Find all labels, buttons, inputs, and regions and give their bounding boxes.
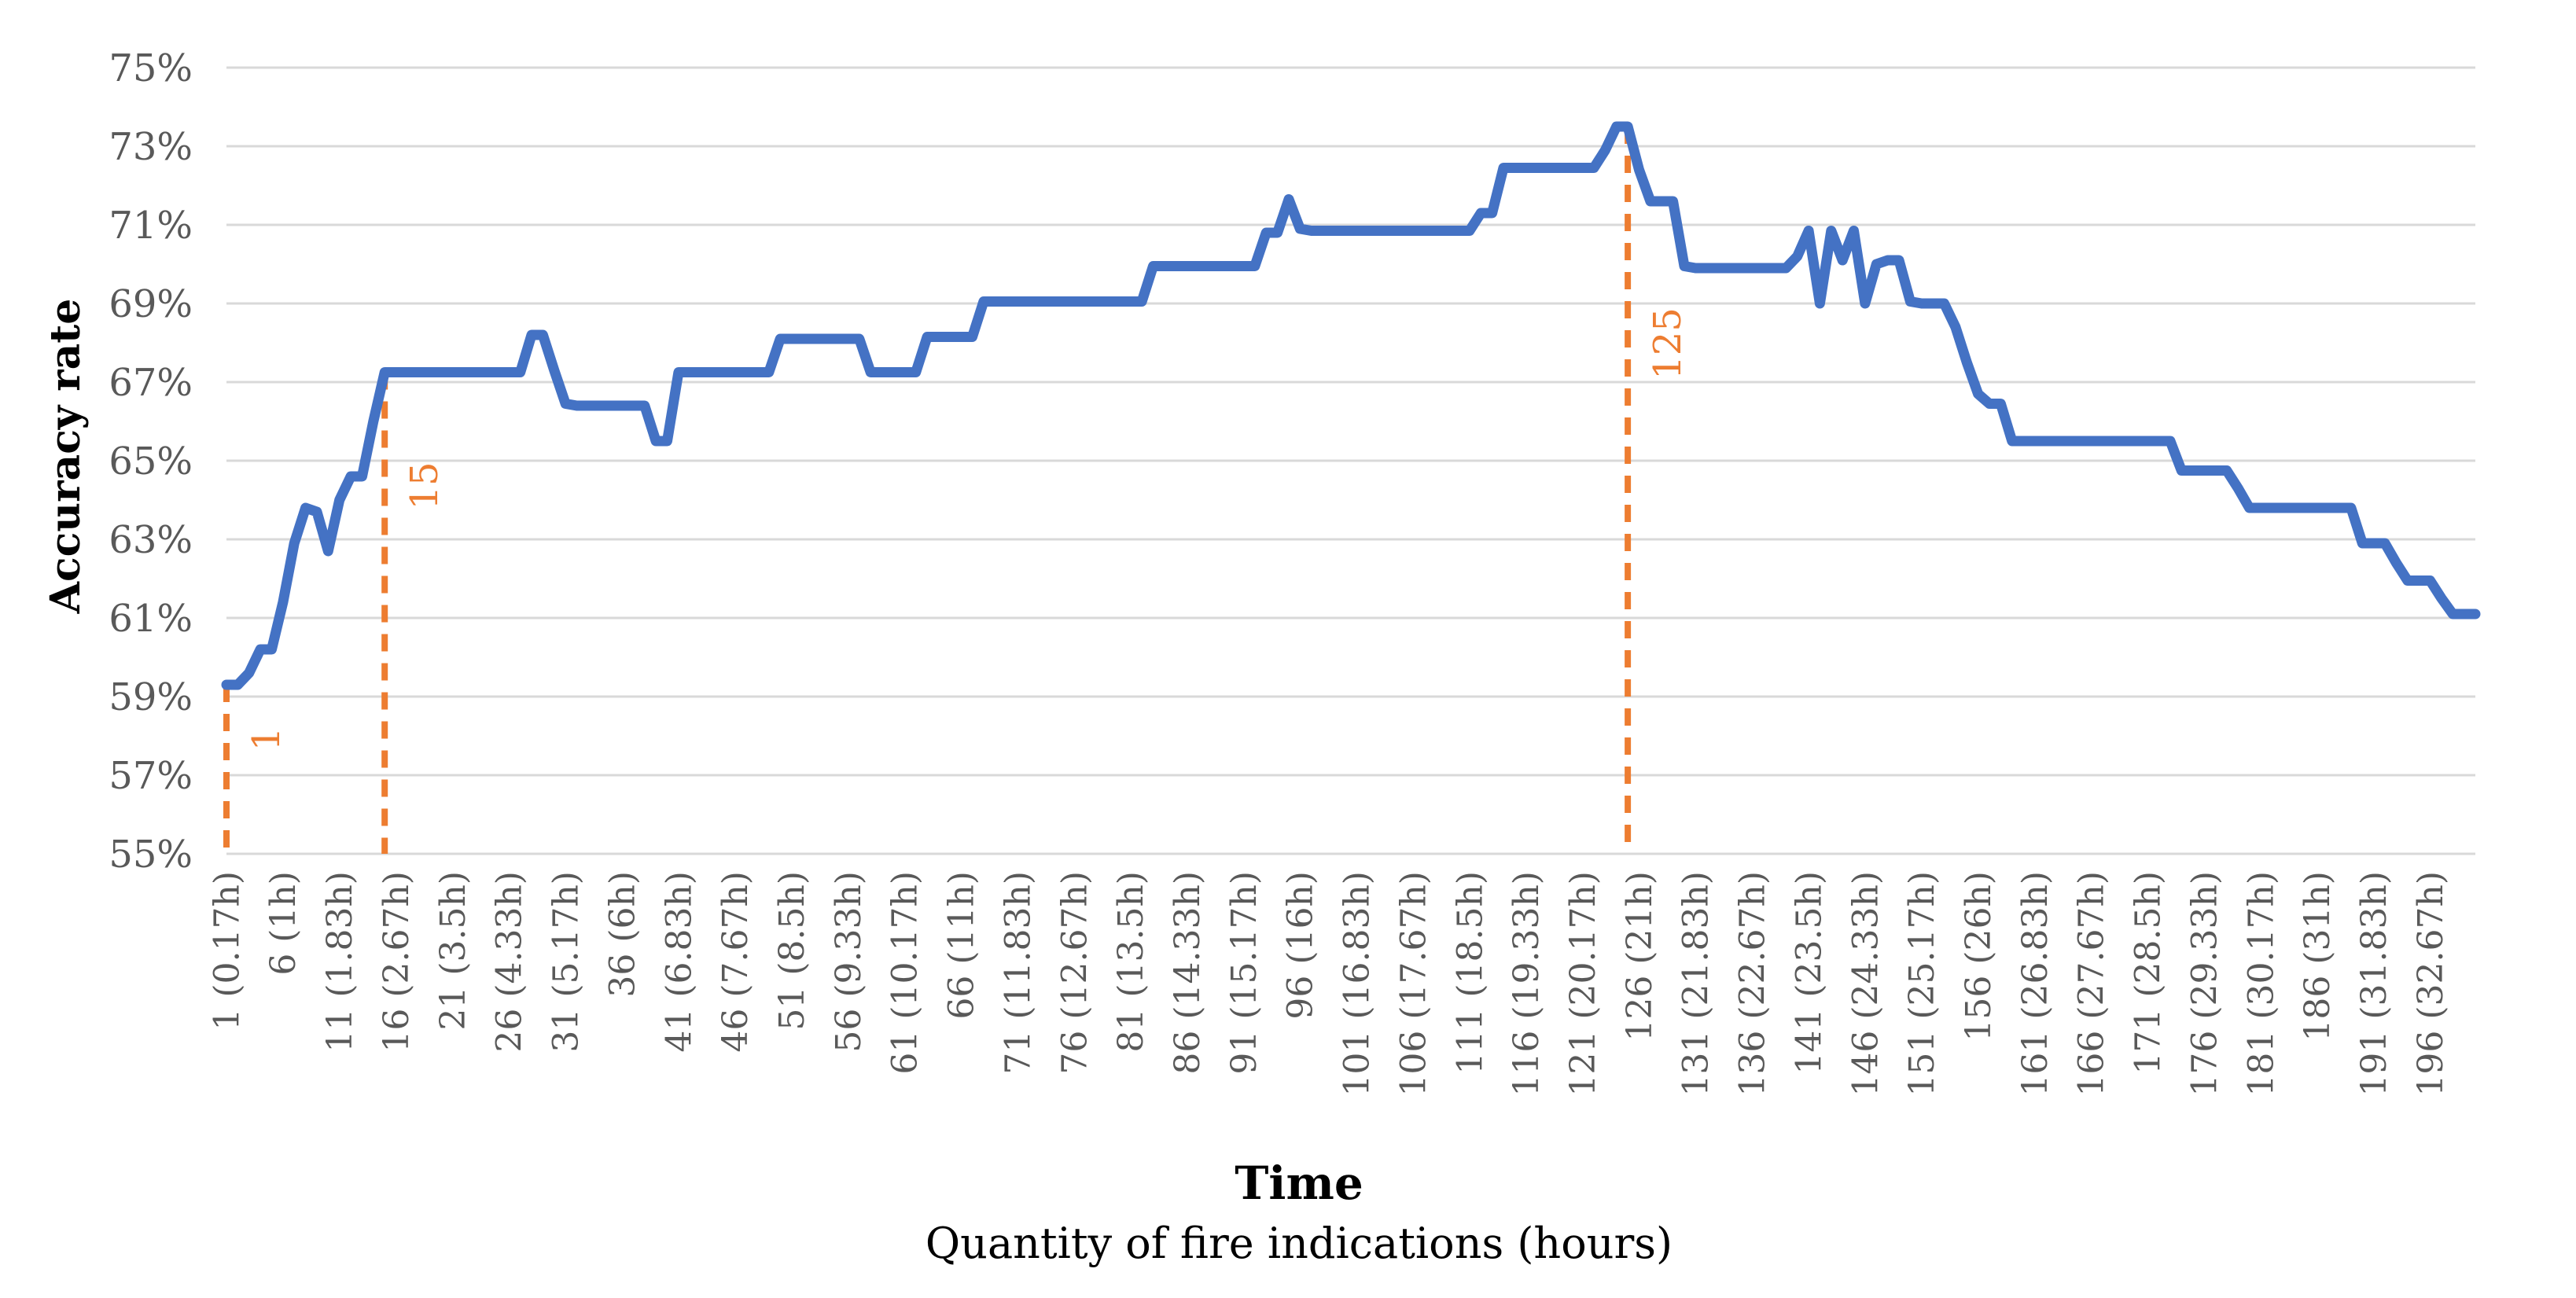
- x-tick-label: 101 (16.83h): [1338, 871, 1378, 1097]
- data-series: [221, 121, 2481, 690]
- x-tick-label: 151 (25.17h): [1902, 871, 1942, 1097]
- x-tick-label: 41 (6.83h): [659, 871, 699, 1053]
- y-tick-label: 59%: [109, 675, 193, 719]
- y-tick-label: 65%: [109, 439, 193, 484]
- x-tick-label: 96 (16h): [1281, 871, 1321, 1020]
- y-tick-label: 61%: [109, 597, 193, 641]
- y-tick-label: 57%: [109, 754, 193, 798]
- x-tick-label: 56 (9.33h): [829, 871, 869, 1053]
- gridlines: [226, 66, 2475, 855]
- x-tick-label: 6 (1h): [263, 871, 304, 976]
- x-tick-label: 161 (26.83h): [2015, 871, 2055, 1097]
- annotation-label: 125: [1646, 307, 1690, 380]
- y-tick-label: 69%: [109, 282, 193, 326]
- x-axis-subtitle: Quantity of fire indications (hours): [926, 1219, 1673, 1268]
- x-tick-label: 121 (20.17h): [1563, 871, 1603, 1097]
- x-tick-label: 166 (27.67h): [2072, 871, 2112, 1097]
- y-axis-title: Accuracy rate: [42, 299, 90, 615]
- x-tick-label: 196 (32.67h): [2411, 871, 2451, 1097]
- x-tick-label: 171 (28.5h): [2129, 871, 2169, 1075]
- x-tick-label: 11 (1.83h): [320, 871, 360, 1053]
- x-tick-label: 186 (31h): [2298, 871, 2338, 1042]
- x-tick-label: 126 (21h): [1620, 871, 1660, 1042]
- annotation-label: 15: [403, 461, 447, 509]
- x-tick-label: 36 (6h): [602, 871, 642, 998]
- x-tick-label: 21 (3.5h): [433, 871, 473, 1031]
- x-tick-label: 91 (15.17h): [1224, 871, 1264, 1075]
- x-tick-label: 51 (8.5h): [772, 871, 812, 1031]
- y-axis-tick-labels: 55% 57% 59% 61% 63% 65% 67% 69% 71% 73% 75%: [109, 46, 193, 877]
- x-axis-title: Time: [1235, 1156, 1363, 1210]
- y-tick-label: 67%: [109, 361, 193, 405]
- y-tick-label: 71%: [109, 204, 193, 248]
- y-tick-label: 63%: [109, 518, 193, 562]
- x-tick-label: 26 (4.33h): [490, 871, 530, 1053]
- x-tick-label: 86 (14.33h): [1168, 871, 1208, 1075]
- x-tick-label: 66 (11h): [942, 871, 982, 1020]
- y-tick-label: 75%: [109, 46, 193, 90]
- x-tick-label: 106 (17.67h): [1393, 871, 1433, 1097]
- x-tick-label: 16 (2.67h): [377, 871, 417, 1053]
- x-tick-label: 136 (22.67h): [1733, 871, 1773, 1097]
- x-tick-label: 61 (10.17h): [885, 871, 926, 1075]
- x-tick-label: 81 (13.5h): [1111, 871, 1151, 1053]
- x-tick-label: 1 (0.17h): [207, 871, 247, 1031]
- y-tick-label: 73%: [109, 125, 193, 169]
- annotation-label: 1: [245, 727, 289, 752]
- x-tick-label: 181 (30.17h): [2241, 871, 2281, 1097]
- accuracy-rate-line: [221, 121, 2481, 690]
- x-axis-tick-labels: 1 (0.17h) 6 (1h) 11 (1.83h) 16 (2.67h) 21 (3…: [207, 871, 2451, 1097]
- x-tick-label: 111 (18.5h): [1450, 871, 1490, 1075]
- x-tick-label: 31 (5.17h): [546, 871, 587, 1053]
- x-tick-label: 46 (7.67h): [716, 871, 756, 1053]
- x-tick-label: 76 (12.67h): [1054, 871, 1095, 1075]
- x-tick-label: 146 (24.33h): [1846, 871, 1886, 1097]
- x-tick-label: 71 (11.83h): [998, 871, 1038, 1075]
- annotation-markers: 1 15 125: [223, 127, 1690, 854]
- x-tick-label: 156 (26h): [1959, 871, 1999, 1042]
- x-tick-label: 176 (29.33h): [2184, 871, 2225, 1097]
- x-tick-label: 131 (21.83h): [1676, 871, 1717, 1097]
- x-tick-label: 191 (31.83h): [2354, 871, 2394, 1097]
- x-tick-label: 116 (19.33h): [1507, 871, 1547, 1097]
- x-tick-label: 141 (23.5h): [1789, 871, 1829, 1075]
- y-tick-label: 55%: [109, 833, 193, 877]
